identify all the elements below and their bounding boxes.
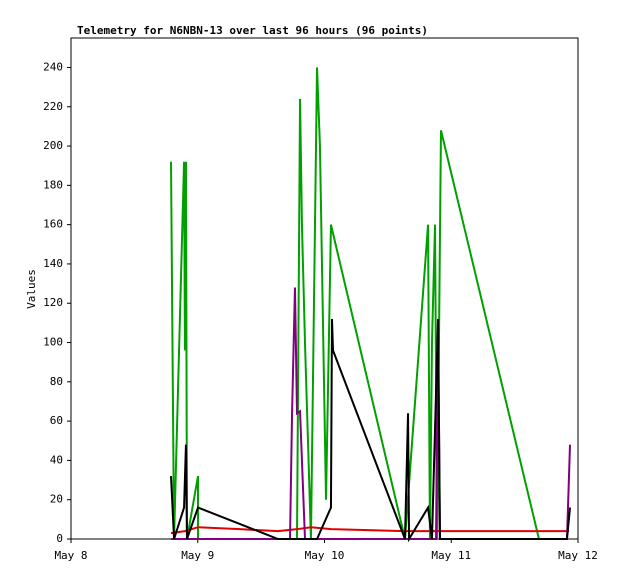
x-tick-label: May 12 [558,549,598,562]
y-tick-label: 140 [43,257,63,270]
series-line [170,526,569,535]
y-tick-label: 180 [43,178,63,191]
y-tick-label: 0 [56,532,63,545]
x-tick-label: May 9 [181,549,214,562]
chart-title: Telemetry for N6NBN-13 over last 96 hour… [77,24,428,37]
y-tick-label: 60 [50,414,63,427]
y-tick-label: 200 [43,139,63,152]
y-tick-label: 20 [50,493,63,506]
x-tick-label: May 10 [305,549,345,562]
y-tick-label: 100 [43,336,63,349]
series-line [170,318,572,543]
y-tick-label: 160 [43,218,63,231]
series-line [171,287,572,540]
series-line [170,67,540,540]
y-tick-label: 220 [43,100,63,113]
y-tick-label: 240 [43,60,63,73]
y-axis-label: Values [25,269,38,309]
y-tick-label: 120 [43,296,63,309]
y-tick-label: 80 [50,375,63,388]
x-tick-label: May 8 [54,549,87,562]
x-tick-label: May 11 [431,549,471,562]
y-tick-label: 40 [50,453,63,466]
